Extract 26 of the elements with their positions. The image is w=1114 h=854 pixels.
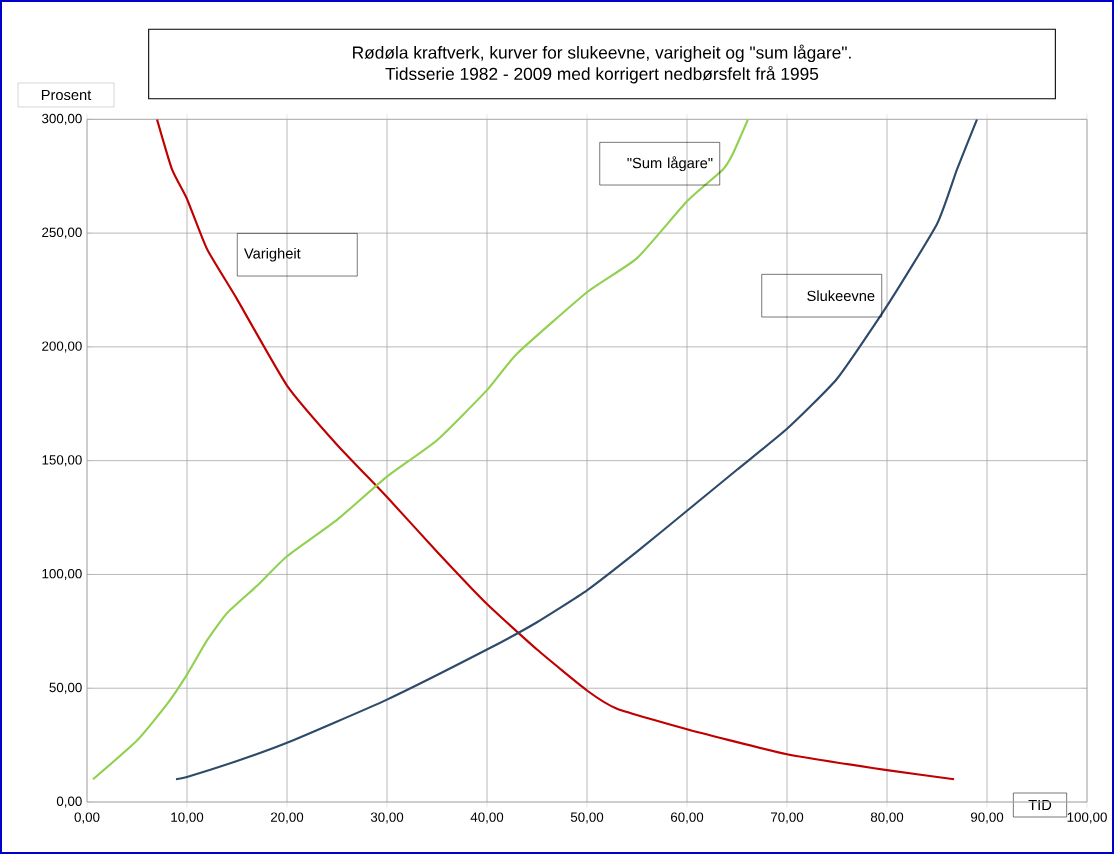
x-tick-label: 10,00 [171,812,204,824]
chart-title: Rødøla kraftverk, kurver for slukeevne, varigheit og "sum lågare". [353,44,851,63]
x-tick-label: 70,00 [771,812,804,824]
series-label: Slukeevne [807,290,875,302]
x-tick-label: 0,00 [74,812,100,824]
x-tick-label: 60,00 [670,812,704,824]
y-tick-label: 150,00 [42,455,82,467]
chart-subtitle: Tidsserie 1982 - 2009 med korrigert nedbørsfelt frå 1995 [385,65,819,84]
y-tick-label: 300,00 [42,113,82,125]
y-tick-label: 50,00 [49,682,82,694]
series-label: Varigheit [244,247,301,262]
y-axis-title: Prosent [41,89,92,101]
line-series [91,119,750,781]
x-tick-label: 80,00 [870,812,904,824]
y-tick-label: 200,00 [42,341,82,353]
y-tick-label: 100,00 [42,568,82,580]
x-tick-label: 90,00 [970,812,1004,824]
x-tick-label: 50,00 [570,812,604,824]
y-tick-label: 0,00 [56,796,82,808]
x-axis-title: TID [1028,799,1052,811]
y-tick-label: 250,00 [42,227,82,239]
x-tick-label: 100,00 [1067,812,1107,824]
x-tick-label: 30,00 [370,812,404,824]
x-tick-label: 40,00 [470,812,504,824]
series-label: "Sum lågare" [627,156,713,172]
x-tick-label: 20,00 [270,812,304,824]
